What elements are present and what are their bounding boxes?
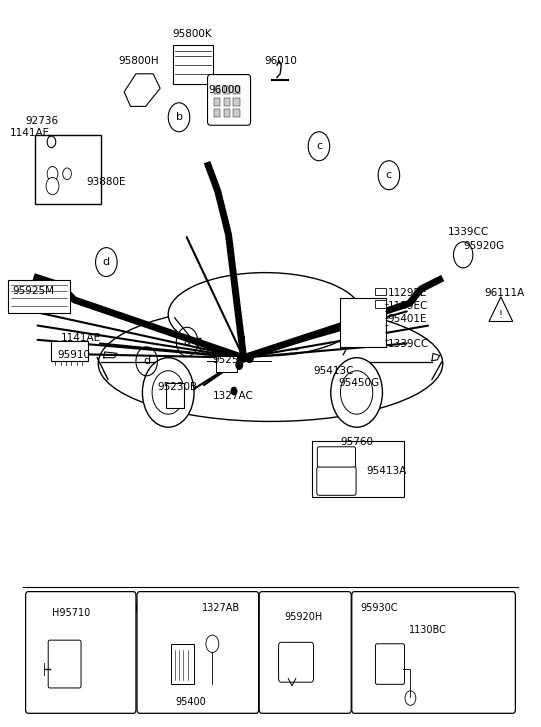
Circle shape [340,371,373,414]
FancyBboxPatch shape [352,592,516,713]
Text: 1141AE: 1141AE [9,128,49,138]
FancyBboxPatch shape [48,640,81,688]
FancyBboxPatch shape [214,86,220,94]
Circle shape [47,136,56,148]
Text: 1129EC: 1129EC [388,300,428,310]
Text: 1339CC: 1339CC [448,227,490,237]
Text: 95230B: 95230B [158,382,198,392]
Text: 93880E: 93880E [87,177,126,188]
Text: c: c [266,603,273,613]
Circle shape [240,353,247,362]
Circle shape [247,353,253,362]
Circle shape [206,635,219,652]
Text: 95910: 95910 [57,350,90,360]
Text: 95413C: 95413C [314,366,354,376]
FancyBboxPatch shape [171,644,194,683]
Text: 1129EE: 1129EE [388,288,427,298]
Text: 1327AB: 1327AB [202,603,240,613]
Circle shape [63,168,71,180]
Text: 95401E: 95401E [388,313,427,324]
FancyBboxPatch shape [166,383,184,409]
Text: 95450G: 95450G [339,378,380,388]
Text: d: d [359,603,366,613]
FancyBboxPatch shape [375,644,405,684]
FancyBboxPatch shape [8,280,70,313]
Text: 95760: 95760 [340,437,373,446]
FancyBboxPatch shape [318,447,355,467]
Circle shape [236,361,242,369]
FancyBboxPatch shape [313,441,404,497]
FancyBboxPatch shape [375,288,386,295]
FancyBboxPatch shape [375,300,386,308]
FancyBboxPatch shape [214,97,220,105]
FancyBboxPatch shape [259,592,351,713]
Circle shape [142,358,194,427]
Text: d: d [103,257,110,267]
Text: 96000: 96000 [208,85,241,95]
Text: c: c [316,141,322,151]
Text: 92736: 92736 [25,116,58,126]
FancyBboxPatch shape [317,466,356,495]
FancyBboxPatch shape [223,109,230,117]
FancyBboxPatch shape [214,109,220,117]
FancyBboxPatch shape [173,45,214,84]
Text: b: b [175,112,182,122]
Text: 95800K: 95800K [173,29,212,39]
FancyBboxPatch shape [223,97,230,105]
Polygon shape [489,297,513,321]
FancyBboxPatch shape [137,592,259,713]
Text: 1130BC: 1130BC [408,625,447,635]
Circle shape [405,691,416,705]
Polygon shape [124,74,160,106]
Text: d: d [143,356,150,366]
FancyBboxPatch shape [25,592,136,713]
FancyBboxPatch shape [223,86,230,94]
Circle shape [47,166,58,181]
FancyBboxPatch shape [233,97,240,105]
Circle shape [453,242,473,268]
FancyBboxPatch shape [233,86,240,94]
FancyBboxPatch shape [51,341,88,361]
Text: 96010: 96010 [265,56,298,65]
Text: 95250C: 95250C [213,355,253,365]
Text: 1141AE: 1141AE [61,333,101,343]
Text: 95920H: 95920H [285,612,323,622]
Text: a: a [183,337,190,347]
Circle shape [231,387,236,395]
Text: !: ! [499,310,503,320]
Text: 1339CC: 1339CC [388,339,429,349]
Text: 1327AC: 1327AC [213,391,253,401]
Text: H95710: H95710 [52,608,90,619]
FancyBboxPatch shape [216,356,237,372]
Circle shape [46,177,59,195]
FancyBboxPatch shape [233,109,240,117]
Ellipse shape [98,305,443,422]
FancyBboxPatch shape [279,643,314,682]
Text: a: a [35,603,42,613]
Circle shape [152,371,184,414]
Text: 96111A: 96111A [485,288,525,298]
Text: 95800H: 95800H [118,56,159,65]
Circle shape [331,358,382,427]
Text: 95925M: 95925M [12,286,55,296]
FancyBboxPatch shape [340,298,386,347]
Ellipse shape [168,273,362,356]
Text: 95920G: 95920G [463,241,504,251]
Text: b: b [144,603,151,613]
Text: c: c [386,170,392,180]
FancyBboxPatch shape [208,75,250,125]
FancyBboxPatch shape [35,134,101,204]
Text: 95400: 95400 [175,697,206,707]
Text: 95930C: 95930C [360,603,398,613]
Text: 95413A: 95413A [366,466,406,475]
